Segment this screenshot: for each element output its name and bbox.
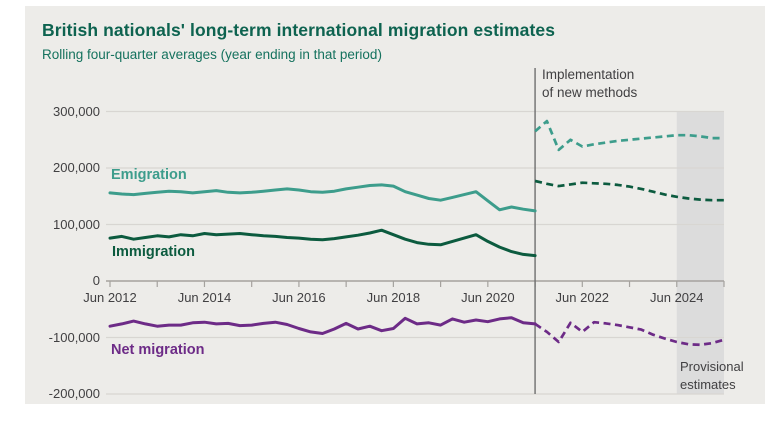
series-label-immigration: Immigration (112, 244, 195, 260)
chart-subtitle: Rolling four-quarter averages (year endi… (42, 47, 382, 62)
provisional-band (676, 111, 724, 394)
immigration-line-dashed (534, 179, 724, 202)
provisional-annotation: Provisional estimates (680, 358, 744, 393)
method-change-annotation: Implementation of new methods (542, 66, 637, 101)
net-migration-line-solid (108, 316, 537, 335)
series-label-net-migration: Net migration (111, 342, 205, 358)
net-migration-line-dashed (534, 320, 725, 347)
page-title: British nationals' long-term internation… (42, 20, 556, 40)
emigration-line-dashed (534, 119, 724, 152)
provisional-annotation-line1: Provisional (680, 359, 744, 374)
provisional-annotation-line2: estimates (680, 376, 736, 392)
immigration-line-solid (108, 228, 537, 258)
method-change-annotation-line2: of new methods (542, 84, 638, 100)
method-change-annotation-line1: Implementation (542, 67, 635, 82)
emigration-line-solid (108, 183, 537, 213)
series-label-emigration: Emigration (111, 167, 187, 183)
